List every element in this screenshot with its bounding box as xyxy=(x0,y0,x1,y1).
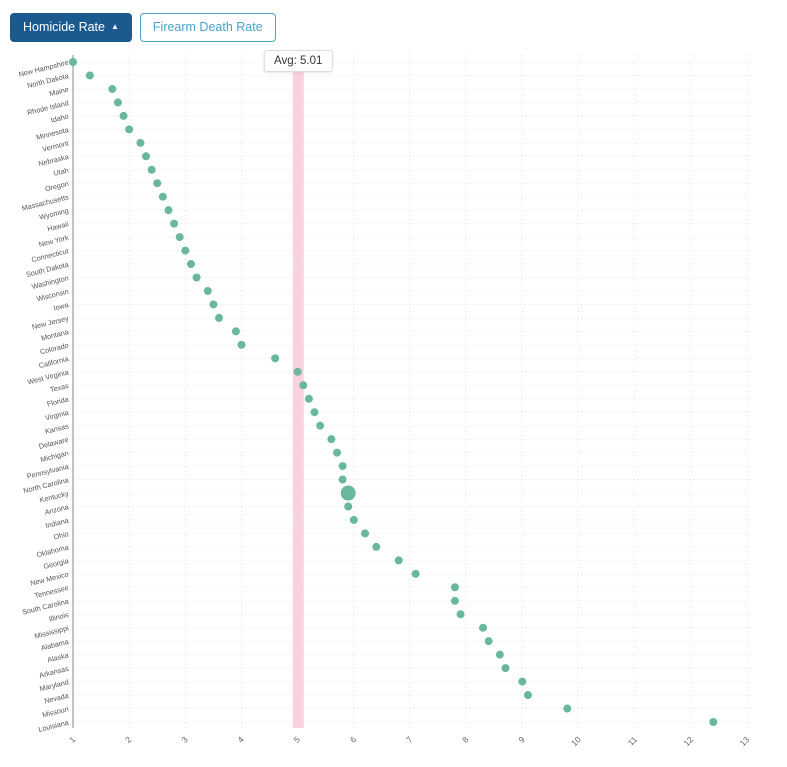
data-point[interactable] xyxy=(209,300,218,309)
data-point[interactable] xyxy=(523,691,532,700)
y-axis-label: Virginia xyxy=(44,408,69,423)
data-point[interactable] xyxy=(175,233,184,242)
data-point[interactable] xyxy=(316,421,325,430)
y-axis-label: Arizona xyxy=(44,502,70,517)
data-point[interactable] xyxy=(142,152,151,161)
y-axis-label: Illinois xyxy=(48,610,70,624)
y-axis-label: Kansas xyxy=(44,421,70,436)
data-point[interactable] xyxy=(495,650,504,659)
data-point[interactable] xyxy=(501,664,510,673)
data-point[interactable] xyxy=(271,354,280,363)
metric-toggle-toolbar: Homicide Rate ▲ Firearm Death Rate xyxy=(10,13,276,42)
y-axis-label: Idaho xyxy=(50,112,70,125)
data-point[interactable] xyxy=(456,610,465,619)
y-axis-label: Iowa xyxy=(53,300,70,312)
data-point[interactable] xyxy=(394,556,403,565)
data-point[interactable] xyxy=(119,111,128,120)
x-axis-label: 2 xyxy=(123,734,134,745)
data-point[interactable] xyxy=(310,408,319,417)
data-point[interactable] xyxy=(327,435,336,444)
data-point[interactable] xyxy=(231,327,240,336)
average-band xyxy=(292,50,304,728)
data-point[interactable] xyxy=(338,462,347,471)
y-axis-label: Florida xyxy=(46,394,70,408)
x-axis-label: 12 xyxy=(681,734,695,748)
homicide-rate-button[interactable]: Homicide Rate ▲ xyxy=(10,13,132,42)
data-point[interactable] xyxy=(85,71,94,80)
y-axis-label: Georgia xyxy=(42,556,69,571)
average-line-label: Avg: 5.01 xyxy=(264,50,333,72)
y-axis-label: Louisiana xyxy=(37,718,69,734)
x-axis-label: 6 xyxy=(348,734,359,745)
data-point[interactable] xyxy=(136,138,145,147)
data-point[interactable] xyxy=(215,313,224,322)
x-axis-label: 11 xyxy=(626,734,640,748)
data-point[interactable] xyxy=(518,677,527,686)
data-point[interactable] xyxy=(164,206,173,215)
data-point[interactable] xyxy=(304,394,313,403)
homicide-rate-label: Homicide Rate xyxy=(23,20,105,34)
x-axis-label: 9 xyxy=(516,734,527,745)
data-point[interactable] xyxy=(108,84,117,93)
y-axis-label: Maine xyxy=(48,85,69,98)
data-point[interactable] xyxy=(237,340,246,349)
data-point[interactable] xyxy=(192,273,201,282)
data-point[interactable] xyxy=(450,596,459,605)
x-axis-label: 3 xyxy=(179,734,190,745)
data-point[interactable] xyxy=(479,623,488,632)
data-point[interactable] xyxy=(361,529,370,538)
data-point[interactable] xyxy=(340,485,356,501)
data-point[interactable] xyxy=(349,515,358,524)
x-axis-label: 7 xyxy=(404,734,415,745)
data-point[interactable] xyxy=(709,718,718,726)
data-point[interactable] xyxy=(69,58,77,66)
y-axis-label: Utah xyxy=(53,165,70,177)
data-point[interactable] xyxy=(372,542,381,551)
data-point[interactable] xyxy=(170,219,179,228)
data-point[interactable] xyxy=(147,165,156,174)
y-axis-label: Indiana xyxy=(44,516,69,530)
data-point[interactable] xyxy=(186,260,195,269)
sort-ascending-icon: ▲ xyxy=(110,22,119,32)
data-point[interactable] xyxy=(293,367,302,376)
data-point[interactable] xyxy=(338,475,347,484)
data-point[interactable] xyxy=(332,448,341,457)
y-axis-label: Vermont xyxy=(41,139,69,154)
data-point[interactable] xyxy=(181,246,190,255)
firearm-death-rate-button[interactable]: Firearm Death Rate xyxy=(139,13,276,42)
data-point[interactable] xyxy=(158,192,167,201)
data-point[interactable] xyxy=(153,179,162,188)
x-axis-label: 1 xyxy=(67,734,78,745)
x-axis-label: 13 xyxy=(738,734,752,748)
y-axis-label: Ohio xyxy=(53,529,70,541)
data-point[interactable] xyxy=(125,125,134,134)
y-axis-label: Nevada xyxy=(43,691,69,706)
data-point[interactable] xyxy=(113,98,122,107)
data-point[interactable] xyxy=(484,637,493,646)
y-axis-label: Texas xyxy=(49,381,70,394)
x-axis-label: 5 xyxy=(292,734,303,745)
y-axis-label: Alaska xyxy=(46,650,69,664)
data-point[interactable] xyxy=(450,583,459,592)
x-axis-label: 8 xyxy=(460,734,471,745)
data-point[interactable] xyxy=(344,502,353,511)
y-axis-label: Oregon xyxy=(44,179,69,194)
x-axis-label: 10 xyxy=(569,734,583,748)
data-point[interactable] xyxy=(563,704,572,713)
data-point[interactable] xyxy=(299,381,308,390)
data-point[interactable] xyxy=(203,286,212,295)
x-axis-label: 4 xyxy=(235,734,246,745)
data-point[interactable] xyxy=(411,569,420,578)
y-axis-label: Hawaii xyxy=(46,219,69,233)
